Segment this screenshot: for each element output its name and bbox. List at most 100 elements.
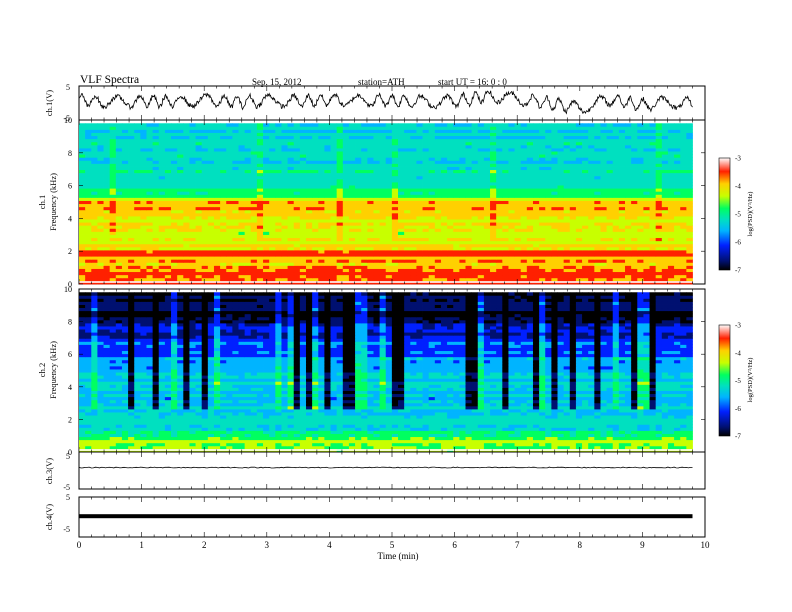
spectrogram-cell xyxy=(465,243,473,248)
spectrogram-cell xyxy=(220,277,227,282)
spectrogram-cell xyxy=(244,219,252,223)
spectrogram-cell xyxy=(275,154,282,158)
spectrogram-cell xyxy=(275,212,282,217)
spectrogram-cell xyxy=(612,216,620,220)
spectrogram-cell xyxy=(146,259,154,263)
spectrogram-cell xyxy=(330,250,338,254)
spectrogram-cell xyxy=(263,166,270,171)
spectrogram-cell xyxy=(336,256,344,260)
spectrogram-cell xyxy=(293,200,301,205)
spectrogram-cell xyxy=(85,250,92,254)
spectrogram-cell xyxy=(514,157,522,161)
spectrogram-cell xyxy=(674,191,681,195)
spectrogram-cell xyxy=(667,157,675,161)
spectrogram-cell xyxy=(404,253,411,257)
spectrogram-cell xyxy=(539,182,546,186)
spectrogram-cell xyxy=(287,256,295,260)
spectrogram-cell xyxy=(348,144,356,149)
spectrogram-cell xyxy=(305,256,313,260)
spectrogram-cell xyxy=(404,185,411,189)
spectrogram-cell xyxy=(238,268,246,273)
spectrogram-cell xyxy=(471,219,479,223)
spectrogram-cell xyxy=(483,188,491,192)
spectrogram-cell xyxy=(600,231,607,235)
spectrogram-cell xyxy=(410,271,417,276)
spectrogram-cell xyxy=(373,194,380,198)
spectrogram-cell xyxy=(183,250,190,254)
spectrogram-cell xyxy=(263,163,270,167)
spectrogram-cell xyxy=(594,240,601,245)
spectrogram-cell xyxy=(410,209,417,214)
spectrogram-cell xyxy=(637,228,644,232)
spectrogram-cell xyxy=(674,206,681,211)
spectrogram-cell xyxy=(256,212,264,217)
spectrogram-cell xyxy=(91,191,98,195)
spectrogram-cell xyxy=(152,148,160,152)
spectrogram-cell xyxy=(152,225,160,229)
spectrogram-cell xyxy=(79,268,86,273)
spectrogram-cell xyxy=(275,138,282,143)
spectrogram-cell xyxy=(146,151,154,155)
spectrogram-cell xyxy=(367,194,374,198)
spectrogram-cell xyxy=(213,172,221,177)
spectrogram-cell xyxy=(410,246,417,251)
spectrogram-cell xyxy=(625,274,632,279)
spectrogram-cell xyxy=(269,262,276,266)
spectrogram-cell xyxy=(440,200,448,205)
spectrogram-cell xyxy=(459,197,466,201)
spectrogram-cell xyxy=(428,212,436,217)
spectrogram-cell xyxy=(189,175,196,180)
spectrogram-cell xyxy=(97,216,104,220)
spectrogram-cell xyxy=(582,271,589,276)
spectrogram-cell xyxy=(238,163,246,167)
spectrogram-cell xyxy=(232,178,239,183)
spectrogram-cell xyxy=(324,160,331,164)
spectrogram-cell xyxy=(514,225,522,229)
spectrogram-cell xyxy=(250,225,258,229)
spectrogram-cell xyxy=(404,191,411,195)
spectrogram-cell xyxy=(263,237,270,242)
spectrogram-cell xyxy=(434,191,442,195)
spectrogram-cell xyxy=(563,197,571,201)
spectrogram-cell xyxy=(177,163,184,167)
spectrogram-cell xyxy=(434,144,442,149)
spectrogram-cell xyxy=(177,132,184,137)
spectrogram-cell xyxy=(490,194,497,198)
spectrogram-cell xyxy=(115,219,123,223)
spectrogram-cell xyxy=(447,200,454,205)
spectrogram-cell xyxy=(355,253,362,257)
spectrogram-cell xyxy=(146,274,154,279)
spectrogram-cell xyxy=(606,188,614,192)
spectrogram-cell xyxy=(440,182,448,186)
spectrogram-cell xyxy=(508,246,515,251)
spectrogram-cell xyxy=(594,182,601,186)
spectrogram-cell xyxy=(680,243,687,248)
spectrogram-cell xyxy=(183,246,190,251)
spectrogram-cell xyxy=(477,250,485,254)
spectrogram-cell xyxy=(649,265,657,269)
spectrogram-cell xyxy=(134,169,141,174)
spectrogram-cell xyxy=(299,175,307,180)
spectrogram-cell xyxy=(115,262,123,266)
spectrogram-cell xyxy=(483,172,491,177)
spectrogram-cell xyxy=(686,219,693,223)
spectrogram-cell xyxy=(545,216,552,220)
spectrogram-cell xyxy=(128,160,135,164)
spectrogram-cell xyxy=(293,259,301,263)
spectrogram-cell xyxy=(483,234,491,239)
spectrogram-cell xyxy=(183,237,190,242)
spectrogram-cell xyxy=(158,268,166,273)
spectrogram-cell xyxy=(459,172,466,177)
spectrogram-cell xyxy=(109,256,117,260)
spectrogram-cell xyxy=(545,182,552,186)
spectrogram-cell xyxy=(115,268,123,273)
spectrogram-cell xyxy=(134,148,141,152)
spectrogram-cell xyxy=(649,212,657,217)
spectrogram-cell xyxy=(109,231,117,235)
spectrogram-cell xyxy=(195,135,203,140)
spectrogram-cell xyxy=(637,154,644,158)
spectrogram-cell xyxy=(367,256,374,260)
spectrogram-cell xyxy=(588,200,595,205)
spectrogram-cell xyxy=(293,256,301,260)
spectrogram-cell xyxy=(171,265,178,269)
